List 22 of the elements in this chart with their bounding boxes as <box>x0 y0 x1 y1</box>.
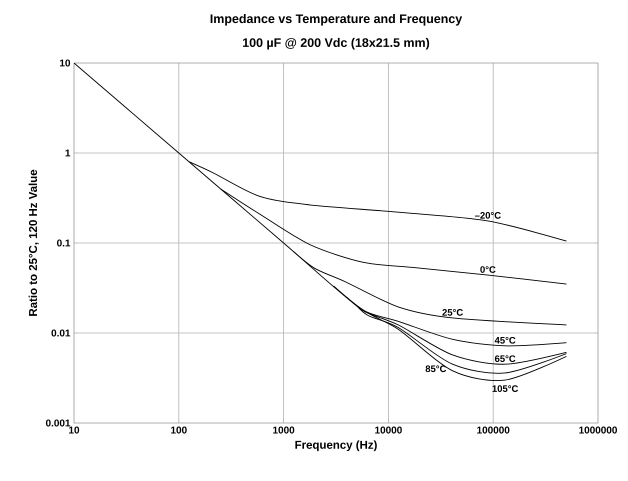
chart-subtitle: 100 µF @ 200 Vdc (18x21.5 mm) <box>243 38 430 50</box>
y-tick-label: 0.1 <box>57 239 70 247</box>
x-tick-label: 100 <box>171 426 187 434</box>
series-label: –20°C <box>474 212 501 219</box>
x-tick-label: 10 <box>69 426 80 434</box>
x-tick-label: 10000 <box>375 426 402 434</box>
series-label: 105°C <box>492 385 518 392</box>
x-tick-label: 1000000 <box>579 426 617 434</box>
y-tick-label: 10 <box>60 59 70 67</box>
x-tick-label: 100000 <box>477 426 510 434</box>
y-axis-title: Ratio to 25°C, 120 Hz Value <box>28 170 39 316</box>
x-tick-label: 1000 <box>273 426 294 434</box>
chart-title: Impedance vs Temperature and Frequency <box>210 14 462 26</box>
x-axis-title: Frequency (Hz) <box>295 440 377 452</box>
y-tick-label: 1 <box>66 150 70 156</box>
series-label: 45°C <box>494 336 516 344</box>
series-label: 85°C <box>426 365 446 372</box>
series-label: 25°C <box>442 309 463 316</box>
y-tick-label: 0.001 <box>46 419 70 427</box>
series-label: 0°C <box>480 266 496 273</box>
series-label: 65°C <box>494 355 516 362</box>
y-tick-label: 0.01 <box>51 329 70 337</box>
